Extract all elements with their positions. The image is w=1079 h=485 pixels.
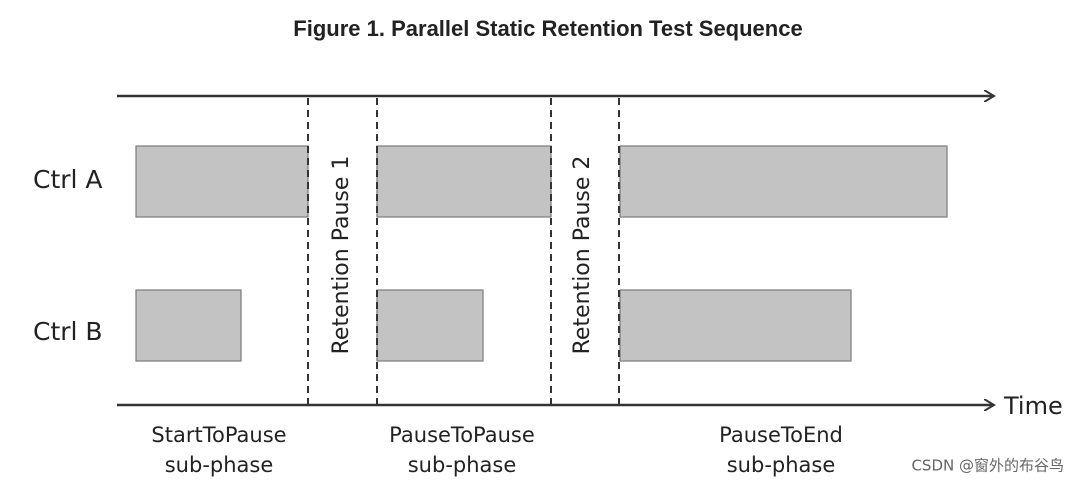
bar (619, 289, 852, 362)
bar (135, 289, 242, 362)
bar (376, 145, 552, 218)
pause-label: Retention Pause 2 (570, 156, 595, 355)
phase-label: PauseToPause (389, 423, 535, 447)
bar (376, 289, 484, 362)
bar (619, 145, 948, 218)
watermark: CSDN @窗外的布谷鸟 (911, 457, 1064, 475)
bar (135, 145, 309, 218)
phase-label: sub-phase (408, 453, 517, 477)
row-label: Ctrl B (33, 317, 103, 346)
phase-label: StartToPause (151, 423, 286, 447)
phase-label: sub-phase (727, 453, 836, 477)
pause-label: Retention Pause 1 (329, 156, 354, 355)
axis-label: Time (1003, 392, 1063, 420)
title: Figure 1. Parallel Static Retention Test… (293, 16, 802, 41)
phase-label: sub-phase (165, 453, 274, 477)
phase-label: PauseToEnd (719, 423, 843, 447)
row-label: Ctrl A (33, 165, 103, 194)
